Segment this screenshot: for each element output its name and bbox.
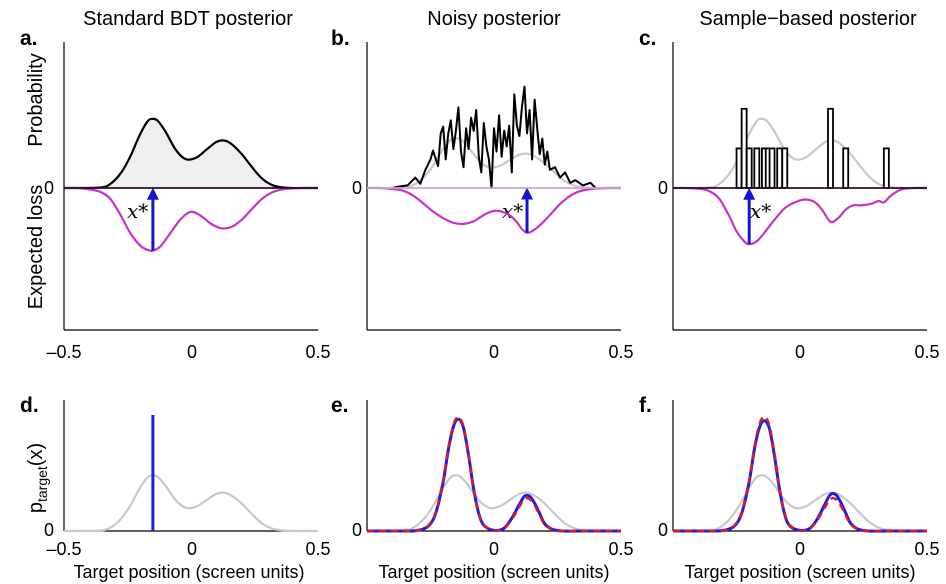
panel-c-samples-bar-2 (745, 147, 753, 189)
panel-c-arrow-head (743, 187, 756, 200)
panel-a-title: Standard BDT posterior (83, 8, 293, 30)
panel-c-zero-label: 0 (658, 178, 668, 198)
panel-d-xtick-pos: 0.5 (305, 539, 330, 559)
panel-a-posterior-line (64, 117, 318, 190)
panel-a-xtick-neg: –0.5 (46, 342, 81, 362)
panel-c-samples-bar-8 (781, 147, 789, 189)
panel-e-prior-line (367, 474, 621, 533)
panel-c-samples-bar-9 (827, 107, 834, 189)
panel-a-xstar-label: x* (127, 199, 148, 223)
panel-a-ylabel-probability: Probability (25, 53, 47, 146)
panel-d-letter: d. (20, 394, 39, 417)
panel-c-samples-bar-3 (753, 147, 761, 189)
panel-b-expected-loss-line (366, 186, 621, 234)
panel-b-xtick-zero: 0 (489, 342, 499, 362)
panel-e-xlabel: Target position (screen units) (378, 562, 609, 582)
panel-f-xlabel: Target position (screen units) (684, 562, 915, 582)
panel-c: c. Sample−based posterior 0 0 0.5 x* (639, 8, 940, 362)
panel-c-samples-bar-10 (842, 147, 850, 189)
panel-c-reference-posterior-line (673, 117, 927, 190)
panel-e-data-line (366, 416, 621, 533)
panel-e: e. 0 0 0.5 Target position (screen units… (331, 394, 634, 582)
panel-e-xtick-zero: 0 (489, 539, 499, 559)
panel-f-xtick-pos: 0.5 (914, 539, 939, 559)
panel-b-arrow-head (521, 187, 534, 200)
panel-b-letter: b. (331, 27, 350, 50)
panel-b: b. Noisy posterior 0 0 0.5 x* (331, 8, 634, 362)
panel-a-arrow-head (146, 187, 159, 200)
panel-a: a. Standard BDT posterior Probability Ex… (20, 8, 331, 362)
panel-b-noisy-posterior-line (392, 85, 597, 189)
panel-f: f. 0 0 0.5 Target position (screen units… (639, 394, 940, 582)
panel-d-zero-label: 0 (44, 520, 54, 540)
panel-c-letter: c. (639, 27, 657, 50)
panel-f-data-line (672, 415, 927, 533)
panel-d-ylabel: ptarget(x) (25, 443, 50, 513)
panel-e-zero-label: 0 (352, 520, 362, 540)
panel-c-xstar-label: x* (750, 199, 771, 223)
panel-f-zero-label: 0 (658, 520, 668, 540)
panel-a-xtick-zero: 0 (187, 342, 197, 362)
panel-a-xtick-pos: 0.5 (305, 342, 330, 362)
panel-f-model-line (672, 419, 927, 533)
panel-d-xtick-zero: 0 (187, 539, 197, 559)
panel-a-expected-loss-line (63, 186, 319, 252)
chart-marks (63, 42, 928, 533)
panel-e-model-line (366, 417, 621, 533)
panel-c-expected-loss-line (672, 186, 928, 246)
panel-c-samples-bar-11 (882, 147, 890, 189)
panel-b-xtick-pos: 0.5 (608, 342, 633, 362)
panel-c-title: Sample−based posterior (699, 8, 917, 30)
panel-a-letter: a. (20, 27, 38, 50)
panel-e-xtick-pos: 0.5 (608, 539, 633, 559)
panel-d-xlabel: Target position (screen units) (73, 562, 304, 582)
panel-c-xtick-pos: 0.5 (914, 342, 939, 362)
panel-a-zero-label: 0 (44, 178, 54, 198)
panel-d-prior-line (64, 474, 318, 533)
panel-a-ylabel-expected-loss: Expected loss (25, 185, 47, 310)
panel-a-posterior-fill (64, 118, 318, 189)
panel-f-letter: f. (639, 394, 652, 417)
panel-c-samples-bar-6 (768, 147, 776, 189)
panel-d-xtick-neg: –0.5 (46, 539, 81, 559)
panel-f-prior-line (673, 474, 927, 533)
panel-b-zero-label: 0 (352, 178, 362, 198)
panel-f-xtick-zero: 0 (795, 539, 805, 559)
panel-c-xtick-zero: 0 (795, 342, 805, 362)
panel-e-letter: e. (331, 394, 349, 417)
panel-d: d. ptarget(x) 0 –0.5 0 0.5 Target positi… (20, 394, 331, 582)
panel-b-xstar-label: x* (502, 199, 523, 223)
panel-b-title: Noisy posterior (427, 8, 561, 30)
